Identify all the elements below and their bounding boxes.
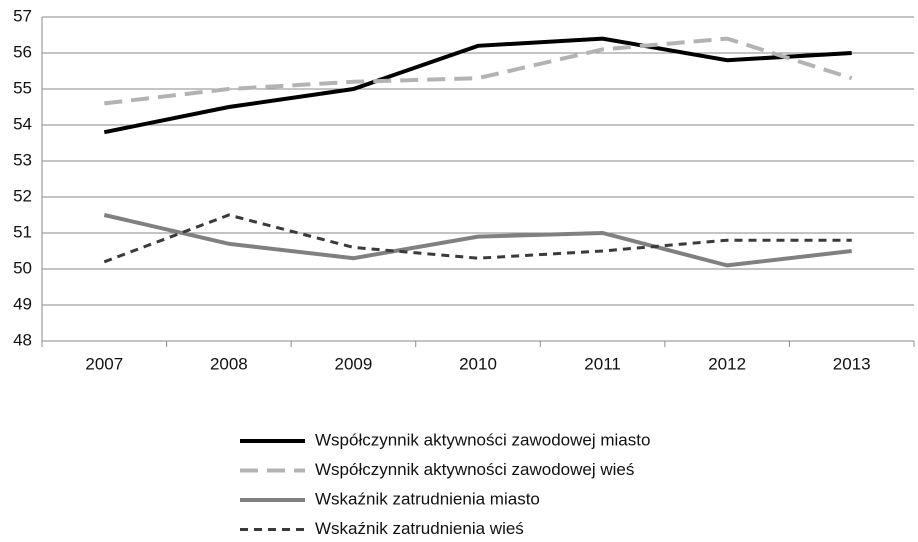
y-tick-label: 55 [13, 78, 32, 97]
legend-label: Współczynnik aktywności zawodowej wieś [315, 460, 634, 479]
y-tick-label: 56 [13, 42, 32, 61]
x-tick-label: 2013 [833, 354, 871, 373]
y-tick-label: 54 [13, 114, 32, 133]
y-tick-label: 57 [13, 6, 32, 25]
x-tick-label: 2011 [584, 354, 621, 373]
y-tick-label: 48 [13, 330, 32, 349]
legend-label: Wskaźnik zatrudnienia wieś [315, 519, 524, 538]
x-tick-label: 2007 [85, 354, 123, 373]
series-line [103, 36, 852, 135]
y-tick-label: 52 [13, 186, 32, 205]
legend-label: Wskaźnik zatrudnienia miasto [315, 489, 540, 508]
x-tick-label: 2010 [459, 354, 497, 373]
series-line [104, 36, 853, 106]
x-tick-label: 2009 [335, 354, 373, 373]
y-tick-label: 53 [13, 150, 32, 169]
legend-label: Współczynnik aktywności zawodowej miasto [315, 430, 650, 449]
y-tick-label: 50 [13, 258, 32, 277]
x-tick-label: 2012 [708, 354, 746, 373]
series-line [103, 213, 852, 268]
y-tick-label: 51 [13, 222, 32, 241]
y-tick-label: 49 [13, 294, 32, 313]
x-tick-label: 2008 [210, 354, 248, 373]
series-line [103, 213, 852, 264]
